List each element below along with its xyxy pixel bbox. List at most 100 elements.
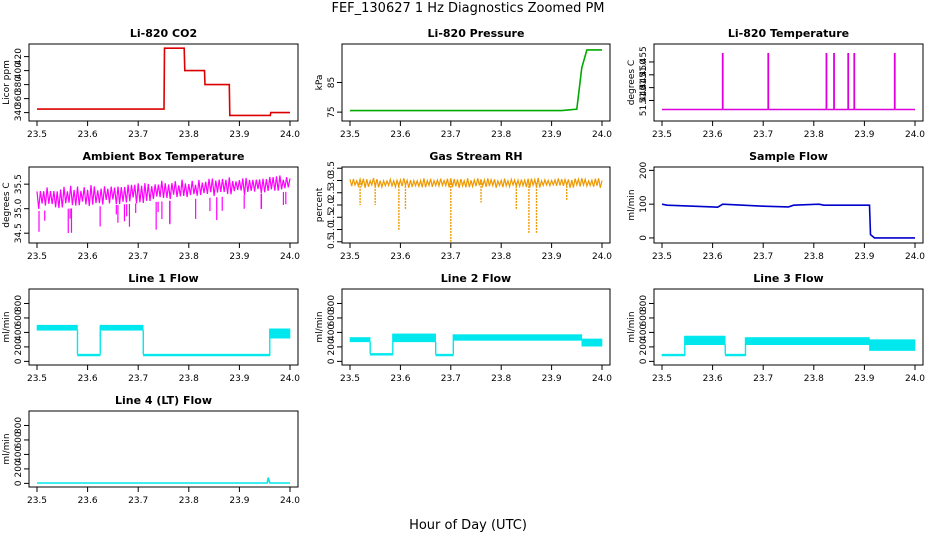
panel-3-frame — [653, 43, 924, 122]
panel-8-segment-4 — [435, 353, 454, 357]
panel-7-frame — [28, 288, 299, 366]
panel-4-ytick-label: 34.5 — [14, 223, 24, 243]
panel-1-xtick-label: 23.7 — [128, 130, 148, 140]
panel-5-title: Gas Stream RH — [429, 150, 522, 163]
panel-5-ylabel: percent — [315, 187, 325, 222]
panel-1-xtick-label: 23.9 — [229, 130, 249, 140]
panel-5-xtick-label: 24.0 — [592, 252, 612, 262]
panel-2-xtick-label: 23.8 — [491, 130, 511, 140]
panel-7-segment-1 — [36, 324, 78, 331]
panel-9-ytick-label: 400 — [639, 324, 649, 341]
panel-10-ylabel: ml/min — [2, 433, 12, 464]
panel-5-xtick-label: 23.5 — [340, 252, 360, 262]
panel-10-frame — [28, 410, 299, 488]
panel-8-xtick-label: 23.8 — [491, 374, 511, 384]
panel-8-segment-2 — [369, 353, 394, 356]
panel-1-xtick-label: 24.0 — [280, 130, 300, 140]
panel-4-ytick-label: 35.0 — [14, 198, 24, 218]
panel-7-xtick-label: 23.6 — [78, 374, 98, 384]
panel-10-ytick-label: 200 — [14, 460, 24, 477]
panel-1-xtick-label: 23.8 — [179, 130, 199, 140]
panel-6-ytick-label: 100 — [639, 195, 649, 212]
panel-9-segment-5 — [869, 339, 916, 351]
panel-4-xtick-label: 23.6 — [78, 252, 98, 262]
panel-8-segment-6 — [581, 338, 603, 347]
panel-10-xtick-label: 23.9 — [229, 496, 249, 506]
panel-3-xtick-label: 24.0 — [905, 130, 925, 140]
panel-2-xtick-label: 24.0 — [592, 130, 612, 140]
panel-10-series-line — [37, 477, 290, 484]
panel-9-xtick-label: 23.5 — [652, 374, 672, 384]
panel-1-series-line — [37, 47, 290, 117]
panel-4-xtick-label: 24.0 — [280, 252, 300, 262]
panel-7-segment-2 — [77, 353, 101, 357]
panel-6-frame — [653, 166, 924, 244]
panel-5-ytick-label: 3.0 — [327, 173, 337, 188]
panel-1-ytick-label: 400 — [14, 62, 24, 79]
panel-8-xtick-label: 24.0 — [592, 374, 612, 384]
panel-3-xtick-label: 23.7 — [753, 130, 773, 140]
panel-9-segment-3 — [724, 353, 746, 357]
panel-6-xtick-label: 23.6 — [703, 252, 723, 262]
panel-7-ytick-label: 0 — [14, 358, 24, 364]
panel-6-title: Sample Flow — [749, 150, 828, 163]
panel-5-frame — [341, 166, 611, 244]
panel-3-ytick-label: 51.440 — [639, 84, 649, 116]
panel-7-segment-4 — [142, 353, 271, 357]
panel-7-ytick-label: 200 — [14, 338, 24, 355]
panel-6-ylabel: ml/min — [627, 189, 637, 220]
panel-9-segment-4 — [745, 337, 870, 346]
panel-9-segment-2 — [684, 335, 726, 346]
panel-8-ytick-label: 0 — [327, 358, 337, 364]
panel-1-title: Li-820 CO2 — [130, 27, 197, 40]
panel-9-xtick-label: 23.8 — [804, 374, 824, 384]
panel-5-series-noise — [349, 176, 603, 190]
panel-10-xtick-label: 23.6 — [78, 496, 98, 506]
panel-3-xtick-label: 23.8 — [804, 130, 824, 140]
panel-8-segment-5 — [453, 334, 583, 341]
panel-7-segment-3 — [99, 324, 144, 331]
panel-9-ytick-label: 600 — [639, 309, 649, 326]
panel-10-ytick-label: 800 — [14, 417, 24, 434]
panel-4-xtick-label: 23.9 — [229, 252, 249, 262]
panel-1-ytick-label: 340 — [14, 104, 24, 121]
panel-10-xtick-label: 24.0 — [280, 496, 300, 506]
panel-5-ytick-label: 2.0 — [327, 198, 337, 213]
panel-6-ytick-label: 0 — [639, 235, 649, 241]
panel-2-xtick-label: 23.5 — [340, 130, 360, 140]
panel-9-ylabel: ml/min — [627, 311, 637, 342]
panel-2-xtick-label: 23.6 — [390, 130, 410, 140]
panel-7-ylabel: ml/min — [2, 311, 12, 342]
panel-8-ytick-label: 200 — [327, 338, 337, 355]
panel-5-ytick-label: 1.5 — [327, 210, 337, 224]
panel-8-segment-3 — [392, 333, 436, 343]
panel-10-ytick-label: 600 — [14, 431, 24, 448]
panel-8-ylabel: ml/min — [315, 311, 325, 342]
panel-3-ytick-label: 51.450 — [639, 59, 649, 91]
figure-title: FEF_130627 1 Hz Diagnostics Zoomed PM — [331, 1, 605, 16]
panel-3-xtick-label: 23.6 — [703, 130, 723, 140]
panel-2-xtick-label: 23.7 — [441, 130, 461, 140]
panel-1-frame — [28, 43, 299, 122]
panel-6-ytick-label: 200 — [639, 162, 649, 179]
panel-8-segment-1 — [349, 337, 371, 343]
panel-8-ytick-label: 800 — [327, 295, 337, 312]
panel-4-xtick-label: 23.7 — [128, 252, 148, 262]
panel-8-xtick-label: 23.6 — [390, 374, 410, 384]
panel-3-ylabel: degrees C — [627, 60, 637, 105]
panel-5-xtick-label: 23.6 — [390, 252, 410, 262]
panel-4-ytick-label: 35.5 — [14, 174, 24, 194]
panel-7-ytick-label: 400 — [14, 324, 24, 341]
panel-4-xtick-label: 23.8 — [179, 252, 199, 262]
panel-7-segment-5 — [269, 328, 291, 339]
panel-5-ytick-label: 3.5 — [327, 161, 337, 175]
panel-1-ytick-label: 420 — [14, 48, 24, 65]
figure-x-axis-label: Hour of Day (UTC) — [409, 518, 527, 533]
panel-8-ytick-label: 400 — [327, 324, 337, 341]
panel-3-xtick-label: 23.5 — [652, 130, 672, 140]
panel-8-xtick-label: 23.5 — [340, 374, 360, 384]
panel-3-xtick-label: 23.9 — [854, 130, 874, 140]
panel-7-xtick-label: 24.0 — [280, 374, 300, 384]
panel-2-title: Li-820 Pressure — [428, 27, 525, 40]
